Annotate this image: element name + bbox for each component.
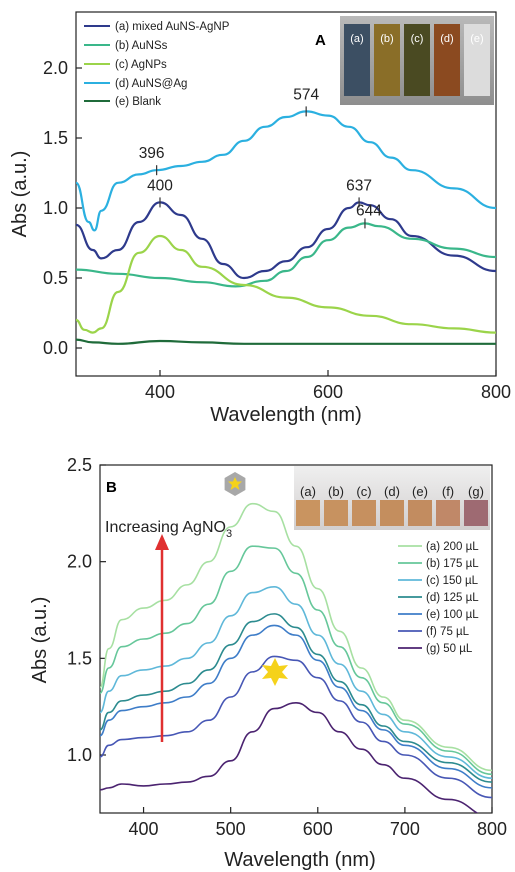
vial-b-g xyxy=(464,500,488,526)
peak-label-637: 637 xyxy=(346,177,372,194)
peak-label-644: 644 xyxy=(356,202,382,219)
series-line-b-a-200-l xyxy=(100,502,492,772)
vial-e xyxy=(464,24,490,96)
series-line-b-d-125-l xyxy=(100,613,492,783)
ticks-a: 400 600 800 0.0 0.5 1.0 1.5 2.0 xyxy=(43,58,511,402)
vial-b-c xyxy=(352,500,376,526)
y-tick-label-a-0: 0.0 xyxy=(43,338,68,358)
y-tick-label-b-1: 1.0 xyxy=(67,745,92,765)
vial-label-b-f: (f) xyxy=(442,484,454,499)
plot-area-b xyxy=(99,464,493,814)
series-line-a-c-agnps xyxy=(76,234,496,334)
legend-label-b-f: (f) 75 µL xyxy=(426,626,470,638)
legend-label-b-d: (d) 125 µL xyxy=(426,592,479,604)
y-tick-label-b-2.5: 2.5 xyxy=(67,455,92,475)
series-line-b-e-100-l xyxy=(100,624,492,789)
x-tick-label-b-400: 400 xyxy=(129,819,159,839)
series-group-a xyxy=(76,110,496,345)
y-tick-label-a-2: 2.0 xyxy=(43,58,68,78)
vial-label-b-b: (b) xyxy=(328,484,344,499)
series-line-b-b-175-l xyxy=(100,545,492,776)
x-tick-label-a-400: 400 xyxy=(145,382,175,402)
series-line-b-f-75-l xyxy=(100,655,492,799)
vial-d xyxy=(434,24,460,96)
vial-label-e: (e) xyxy=(470,33,483,45)
series-line-b-g-50-l xyxy=(100,701,479,813)
legend-label-b-a: (a) 200 µL xyxy=(426,541,479,553)
legend-label-b-c: (c) 150 µL xyxy=(426,575,479,587)
vial-b xyxy=(374,24,400,96)
vial-b-e xyxy=(408,500,432,526)
vial-b-b xyxy=(324,500,348,526)
series-group-b xyxy=(100,502,492,813)
y-tick-label-a-1: 1.0 xyxy=(43,198,68,218)
y-tick-label-a-0.5: 0.5 xyxy=(43,268,68,288)
legend-label-a-c: (c) AgNPs xyxy=(115,59,167,71)
legend-label-b-b: (b) 175 µL xyxy=(426,558,479,570)
ticks-b: 400 500 600 700 800 1.0 1.5 2.0 2.5 xyxy=(67,455,507,839)
hexagon-star-icon xyxy=(224,472,246,496)
peak-label-396: 396 xyxy=(139,145,165,162)
peak-label-400: 400 xyxy=(147,177,173,194)
series-line-a-b-aunss xyxy=(76,222,496,288)
inset-photo-b: (a) (b) (c) (d) (e) (f) (g) xyxy=(294,466,490,530)
vial-label-b-g: (g) xyxy=(468,484,484,499)
vial-label-b-c: (c) xyxy=(356,484,371,499)
series-line-a-e-blank xyxy=(76,338,496,345)
plot-area-a xyxy=(75,11,497,377)
series-line-a-a-mixed-auns-agnp xyxy=(76,201,496,280)
vial-label-b-a: (a) xyxy=(300,484,316,499)
vial-label-a: (a) xyxy=(350,33,363,45)
legend-a: (a) mixed AuNS-AgNP (b) AuNSs (c) AgNPs … xyxy=(84,21,230,108)
y-tick-label-a-1.5: 1.5 xyxy=(43,128,68,148)
legend-label-a-b: (b) AuNSs xyxy=(115,40,168,52)
vial-label-c: (c) xyxy=(411,33,424,45)
y-axis-label-a: Abs (a.u.) xyxy=(9,151,31,238)
vial-b-d xyxy=(380,500,404,526)
legend-label-a-a: (a) mixed AuNS-AgNP xyxy=(115,21,230,33)
legend-label-b-e: (e) 100 µL xyxy=(426,609,479,621)
x-axis-label-b: Wavelength (nm) xyxy=(224,849,376,871)
x-tick-label-a-800: 800 xyxy=(481,382,511,402)
vial-label-d: (d) xyxy=(440,33,453,45)
series-line-a-d-auns-ag xyxy=(76,110,496,232)
legend-label-a-d: (d) AuNS@Ag xyxy=(115,78,187,90)
series-line-b-c-150-l xyxy=(100,585,492,779)
x-tick-label-b-700: 700 xyxy=(390,819,420,839)
vial-label-b-e: (e) xyxy=(412,484,428,499)
x-tick-label-b-600: 600 xyxy=(303,819,333,839)
increasing-annotation: Increasing AgNO3 xyxy=(105,519,232,540)
increasing-arrow xyxy=(155,534,169,742)
peak-labels-a: 574 396 400 637 644 xyxy=(139,86,382,229)
legend-b: (a) 200 µL (b) 175 µL (c) 150 µL (d) 125… xyxy=(398,541,479,655)
vial-a xyxy=(344,24,370,96)
panel-label-b: B xyxy=(106,479,117,496)
vial-label-b: (b) xyxy=(380,33,393,45)
legend-label-b-g: (g) 50 µL xyxy=(426,643,473,655)
y-tick-label-b-2: 2.0 xyxy=(67,552,92,572)
star-icon xyxy=(262,658,288,686)
vial-b-f xyxy=(436,500,460,526)
y-axis-label-b: Abs (a.u.) xyxy=(29,597,51,684)
peak-label-574: 574 xyxy=(293,86,319,103)
panel-label-a: A xyxy=(315,32,326,49)
vial-c xyxy=(404,24,430,96)
x-tick-label-b-500: 500 xyxy=(216,819,246,839)
vial-b-a xyxy=(296,500,320,526)
x-axis-label-a: Wavelength (nm) xyxy=(210,404,362,426)
vial-label-b-d: (d) xyxy=(384,484,400,499)
legend-label-a-e: (e) Blank xyxy=(115,96,161,108)
x-tick-label-a-600: 600 xyxy=(313,382,343,402)
inset-photo-a: (a) (b) (c) (d) (e) xyxy=(340,16,494,105)
x-tick-label-b-800: 800 xyxy=(477,819,507,839)
y-tick-label-b-1.5: 1.5 xyxy=(67,648,92,668)
